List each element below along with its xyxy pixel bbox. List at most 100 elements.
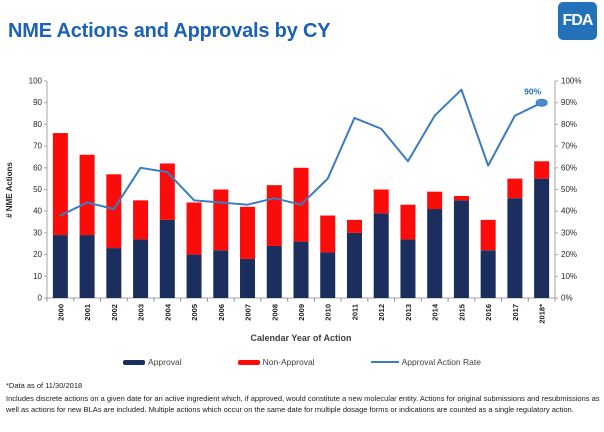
bar-non-approval-2000 [52, 133, 68, 236]
footnote-description: Includes discrete actions on a given dat… [6, 394, 600, 414]
bar-non-approval-2016 [480, 219, 496, 251]
x-category-label: 2013 [404, 304, 413, 321]
bar-non-approval-2013 [400, 204, 416, 240]
x-category-label: 2012 [377, 304, 386, 321]
y-tick-label-right: 60% [561, 163, 577, 172]
x-category-label: 2015 [457, 304, 466, 321]
rate-polyline [59, 88, 543, 217]
bar-non-approval-2002 [106, 174, 122, 249]
bar-non-approval-2014 [427, 191, 443, 210]
bar-non-approval-2006 [213, 189, 229, 251]
y-tick-label-right: 90% [561, 98, 577, 107]
x-category-label: 2018* [538, 304, 547, 324]
x-category-label: 2001 [83, 304, 92, 321]
bar-approval-2014 [427, 209, 443, 298]
bar-approval-2012 [373, 213, 389, 298]
bar-non-approval-2007 [240, 206, 256, 259]
bar-non-approval-2010 [320, 215, 336, 253]
bar-approval-2010 [320, 252, 336, 298]
x-category-label: 2002 [110, 304, 119, 321]
bar-approval-2013 [400, 239, 416, 298]
x-category-label: 2006 [217, 304, 226, 321]
chart-legend: Approval Non-Approval Approval Action Ra… [0, 357, 604, 367]
x-category-label: 2011 [350, 304, 359, 320]
y-tick-label-left: 30 [33, 228, 42, 237]
bar-non-approval-2001 [79, 154, 95, 236]
x-axis-title: Calendar Year of Action [250, 333, 351, 343]
bar-approval-2004 [159, 219, 175, 298]
non-approval-swatch [237, 359, 260, 365]
bar-non-approval-2004 [159, 163, 175, 220]
legend-item-approval: Approval [123, 357, 182, 367]
y-tick-label-right: 20% [561, 250, 577, 259]
bar-approval-2002 [106, 248, 122, 298]
bar-approval-2016 [480, 250, 496, 298]
bar-approval-2003 [133, 239, 149, 298]
bar-non-approval-2012 [373, 189, 389, 214]
bar-non-approval-2018* [534, 161, 550, 179]
footnote: *Data as of 11/30/2018 Includes discrete… [6, 381, 600, 415]
y-tick-label-left: 80 [33, 120, 42, 129]
footnote-data-as-of: *Data as of 11/30/2018 [6, 381, 83, 390]
x-category-label: 2010 [324, 304, 333, 321]
y-tick-label-left: 90 [33, 98, 42, 107]
x-category-label: 2004 [163, 303, 172, 321]
bar-approval-2001 [79, 235, 95, 298]
bar-approval-2000 [52, 235, 68, 298]
x-category-label: 2003 [137, 304, 146, 321]
y-tick-label-right: 30% [561, 228, 577, 237]
y-tick-label-right: 50% [561, 185, 577, 194]
y-tick-label-right: 10% [561, 272, 577, 281]
y-tick-label-left: 60 [33, 163, 42, 172]
bar-approval-2006 [213, 250, 229, 298]
y-tick-label-left: 50 [33, 185, 42, 194]
legend-item-rate: Approval Action Rate [370, 357, 481, 367]
y-tick-label-right: 100% [561, 77, 581, 86]
nme-actions-chart: 90% 0 0% 10 10% 20 20% 30 30% 40 40% 50 50% 60 60% 70 7… [5, 77, 582, 344]
y-tick-label-left: 100 [29, 77, 43, 86]
x-category-label: 2016 [484, 304, 493, 321]
bar-non-approval-2011 [346, 219, 362, 233]
bar-approval-2007 [240, 258, 256, 298]
y-tick-label-right: 0% [561, 294, 573, 303]
y-tick-label-left: 20 [33, 250, 42, 259]
y-tick-label-right: 40% [561, 207, 577, 216]
fda-logo-text: FDA [562, 12, 594, 29]
bar-approval-2005 [186, 254, 202, 298]
bar-non-approval-2003 [133, 200, 149, 240]
legend-label-approval: Approval [148, 357, 182, 367]
y-tick-label-right: 70% [561, 142, 577, 151]
legend-item-non-approval: Non-Approval [237, 357, 315, 367]
fda-logo: FDA [558, 2, 597, 40]
bar-non-approval-2017 [507, 178, 523, 199]
x-category-label: 2014 [431, 303, 440, 321]
y-tick-label-right: 80% [561, 120, 577, 129]
rate-last-point-label: 90% [524, 87, 541, 97]
legend-label-rate: Approval Action Rate [401, 357, 481, 367]
bar-approval-2017 [507, 198, 523, 298]
bar-approval-2009 [293, 241, 309, 298]
bar-approval-2008 [266, 245, 282, 298]
y-tick-label-left: 70 [33, 142, 42, 151]
legend-label-non-approval: Non-Approval [262, 357, 315, 367]
x-category-label: 2009 [297, 304, 306, 321]
x-category-label: 2008 [270, 304, 279, 321]
x-category-label: 2017 [511, 304, 520, 321]
y-tick-label-left: 40 [33, 207, 42, 216]
x-category-label: 2005 [190, 304, 199, 321]
x-category-label: 2000 [56, 304, 65, 321]
bar-approval-2018* [534, 178, 550, 298]
bar-approval-2015 [453, 200, 469, 298]
page-title: NME Actions and Approvals by CY [8, 20, 331, 42]
y-tick-label-left: 0 [38, 294, 43, 303]
y-axis-title: # NME Actions [5, 162, 14, 218]
chart-bars [52, 133, 550, 298]
last-point-marker [535, 98, 548, 107]
bar-non-approval-2008 [266, 185, 282, 246]
chart-tick-labels: 0 0% 10 10% 20 20% 30 30% 40 40% 50 50% 60 60% 70 70% 80… [29, 77, 582, 324]
y-tick-label-left: 10 [33, 272, 42, 281]
rate-line-swatch [370, 361, 399, 363]
bar-non-approval-2015 [453, 196, 469, 201]
x-category-label: 2007 [244, 304, 253, 321]
